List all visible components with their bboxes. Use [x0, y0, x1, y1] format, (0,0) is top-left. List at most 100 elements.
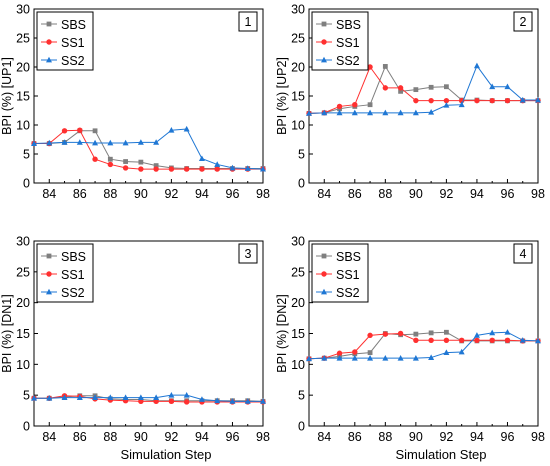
data-point-ss2 — [61, 394, 68, 401]
series-ss2 — [306, 62, 541, 116]
x-tick-label: 86 — [348, 430, 362, 444]
series-line-ss2 — [308, 64, 538, 114]
x-tick-label: 94 — [470, 187, 484, 201]
data-point-ss2 — [489, 83, 496, 90]
data-point-ss1 — [413, 337, 419, 343]
legend-label-sbs: SBS — [336, 250, 361, 264]
data-point-ss1 — [153, 166, 159, 172]
x-tick-label: 98 — [531, 430, 545, 444]
data-point-ss1 — [183, 399, 190, 405]
legend: SBS SS1 SS2 — [36, 11, 94, 71]
data-point-ss2 — [92, 394, 99, 401]
legend-marker-ss1 — [321, 271, 327, 277]
y-tick-label: 10 — [16, 119, 30, 133]
legend-label-ss2: SS2 — [61, 54, 85, 68]
data-point-ss1 — [107, 161, 114, 168]
data-point-ss1 — [367, 64, 373, 70]
data-point-ss1 — [428, 337, 434, 343]
data-point-ss2 — [458, 101, 465, 108]
x-tick-label: 84 — [42, 187, 56, 201]
series-ss1 — [31, 127, 266, 172]
data-point-sbs — [428, 330, 434, 336]
legend-marker-sbs — [321, 253, 327, 259]
data-point-sbs — [367, 350, 373, 356]
series-line-ss1 — [34, 129, 263, 170]
data-point-ss1 — [168, 398, 175, 405]
x-tick-label: 88 — [103, 430, 117, 444]
data-point-ss1 — [214, 166, 220, 172]
data-point-ss1 — [397, 330, 404, 337]
data-point-ss2 — [61, 139, 68, 145]
legend-marker-ss1 — [46, 271, 52, 277]
data-point-ss2 — [137, 139, 144, 145]
data-point-sbs — [444, 84, 449, 90]
x-tick-label: 98 — [256, 187, 270, 201]
data-point-ss2 — [214, 397, 221, 404]
y-tick-label: 10 — [16, 358, 30, 372]
data-point-sbs — [382, 64, 388, 69]
x-tick-label: 84 — [42, 430, 56, 444]
series-line-ss1 — [308, 65, 538, 114]
chart-panel-2: 0 5 10 15 20 25 30 84 86 88 90 92 94 96 98 BPI (%) [UP2… — [275, 3, 545, 202]
data-point-ss2 — [473, 332, 480, 338]
data-point-ss2 — [321, 109, 328, 116]
panel-number-box — [238, 11, 258, 32]
legend-marker-ss2 — [46, 56, 52, 63]
data-point-ss2 — [198, 155, 205, 162]
data-point-ss1 — [367, 332, 373, 339]
data-point-ss2 — [244, 398, 251, 404]
data-point-ss2 — [367, 354, 374, 361]
data-point-sbs — [123, 159, 128, 164]
x-tick-label: 84 — [317, 430, 331, 444]
panel-number-box — [513, 243, 533, 264]
data-point-ss1 — [397, 85, 404, 91]
series-line-ss2 — [308, 331, 539, 360]
data-point-sbs — [444, 329, 449, 335]
x-tick-label: 94 — [470, 430, 484, 444]
y-tick-label: 20 — [16, 61, 30, 75]
data-point-ss1 — [382, 331, 389, 337]
data-point-ss2 — [306, 355, 312, 362]
data-point-ss2 — [443, 102, 450, 108]
series-line-ss2 — [33, 128, 264, 170]
x-tick-label: 92 — [439, 187, 453, 201]
y-tick-label: 25 — [291, 32, 305, 46]
data-point-ss2 — [458, 348, 465, 355]
y-tick-label: 20 — [291, 61, 305, 75]
data-point-ss2 — [367, 109, 374, 116]
data-point-sbs — [413, 87, 419, 93]
y-tick-label: 0 — [298, 420, 305, 434]
x-tick-label: 96 — [226, 430, 240, 444]
x-tick-label: 92 — [164, 430, 178, 444]
data-point-ss2 — [76, 394, 83, 401]
data-point-ss2 — [336, 109, 343, 116]
data-point-ss2 — [46, 395, 53, 401]
y-tick-label: 15 — [291, 90, 305, 104]
data-point-ss1 — [352, 102, 358, 108]
y-tick-label: 0 — [23, 420, 30, 434]
panel-number: 3 — [245, 247, 252, 261]
data-point-ss1 — [504, 97, 511, 104]
data-point-ss2 — [382, 354, 389, 361]
data-point-ss2 — [321, 354, 328, 361]
data-point-ss1 — [336, 103, 343, 110]
x-tick-label: 98 — [256, 430, 270, 444]
x-axis-title-right: Simulation Step — [395, 447, 486, 462]
panel-number-box — [513, 11, 533, 32]
data-point-ss2 — [107, 394, 114, 401]
data-point-ss2 — [504, 329, 511, 335]
series-line-sbs — [34, 395, 264, 402]
y-tick-label: 30 — [291, 3, 305, 17]
chart-panel-1: 0 5 10 15 20 25 30 84 86 88 90 92 94 96 98 BPI (%) [UP1… — [0, 3, 270, 202]
data-point-ss1 — [443, 97, 450, 104]
data-point-ss2 — [122, 139, 129, 146]
data-point-ss2 — [412, 109, 419, 116]
chart-panel-3: 0 5 10 15 20 25 30 84 86 88 90 92 94 96 98 BPI (%) [DN1… — [0, 235, 270, 445]
y-tick-label: 15 — [16, 327, 30, 341]
data-point-sbs — [92, 128, 98, 134]
legend-label-ss2: SS2 — [336, 286, 360, 300]
legend-label-sbs: SBS — [61, 250, 86, 264]
data-point-ss2 — [31, 140, 37, 146]
y-tick-label: 30 — [16, 235, 30, 249]
